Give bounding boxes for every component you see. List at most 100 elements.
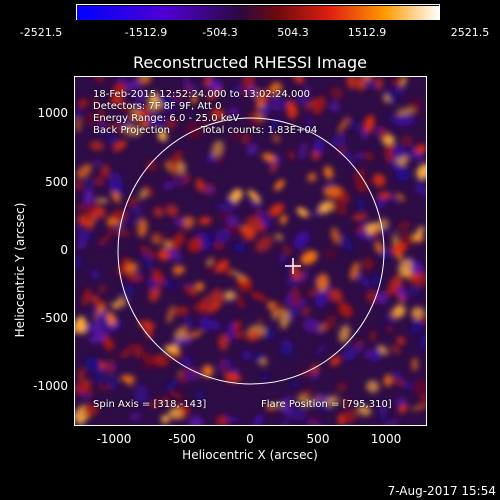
image-texture-blob [107,134,117,144]
image-texture-blob [376,197,385,210]
image-texture-blob [379,410,388,421]
image-texture-blob [153,207,164,218]
image-texture-blob [215,152,222,165]
x-tick-label: 500 [306,432,330,446]
image-texture-blob [414,184,426,196]
image-texture-blob [249,201,262,207]
image-texture-blob [391,345,401,355]
image-texture-blob [135,90,146,101]
image-texture-blob [173,166,179,182]
image-texture-blob [165,249,182,261]
image-texture-blob [313,138,325,154]
image-texture-blob [262,152,276,162]
image-texture-blob [180,337,192,346]
image-texture-blob [117,296,127,307]
image-texture-blob [126,216,142,225]
image-title: Reconstructed RHESSI Image [133,53,367,72]
image-texture-blob [206,254,219,274]
image-texture-blob [168,391,184,399]
image-texture-blob [389,193,396,206]
image-texture-blob [282,245,293,257]
image-texture-blob [169,278,177,290]
image-texture-blob [393,304,406,318]
image-texture-blob [97,107,105,125]
image-texture-blob [381,419,400,425]
image-texture-blob [128,197,139,207]
image-texture-blob [205,89,223,100]
image-texture-blob [291,292,302,307]
image-texture-blob [338,302,353,318]
image-texture-blob [85,356,102,374]
image-texture-blob [271,308,280,320]
image-texture-blob [293,77,305,84]
image-texture-blob [245,329,261,342]
image-texture-blob [266,403,285,408]
method-label: Back Projection [93,125,170,136]
image-texture-blob [338,116,350,133]
image-texture-blob [198,217,212,225]
image-texture-blob [279,214,288,225]
image-texture-blob [161,397,170,405]
image-texture-blob [166,305,176,324]
image-texture-blob [257,317,264,323]
image-texture-blob [242,79,251,87]
rhessi-image [75,77,426,425]
image-texture-blob [96,121,107,136]
image-texture-blob [229,107,238,116]
image-texture-blob [316,273,329,292]
y-tick-label: -1000 [33,379,68,393]
image-texture-blob [331,135,347,146]
image-texture-blob [313,96,326,115]
image-texture-blob [184,285,198,297]
image-texture-blob [411,357,419,372]
colorbar-tick: -1512.9 [124,26,168,39]
spin-axis-label: Spin Axis = [318,-143] [93,399,207,410]
image-texture-blob [173,233,185,245]
image-texture-blob [383,374,392,387]
image-texture-blob [259,105,272,117]
image-texture-blob [366,380,380,393]
image-texture-blob [137,218,148,238]
x-tick-label: -500 [168,432,196,446]
image-texture-blob [379,248,392,260]
image-texture-blob [112,220,126,233]
image-texture-blob [82,287,91,306]
x-axis-label: Heliocentric X (arcsec) [182,448,318,462]
image-texture-blob [75,181,84,190]
image-texture-blob [323,185,342,198]
image-texture-blob [189,416,203,425]
image-texture-blob [391,242,406,256]
image-texture-blob [246,143,258,156]
image-texture-blob [134,385,148,405]
image-texture-blob [127,343,145,349]
image-texture-blob [357,77,366,92]
image-texture-blob [165,204,179,217]
image-texture-blob [152,269,164,285]
image-texture-blob [307,172,317,183]
image-texture-blob [142,351,154,366]
image-texture-blob [111,301,121,309]
image-texture-blob [144,160,158,172]
image-texture-blob [75,411,84,425]
image-texture-blob [253,413,264,425]
image-texture-blob [315,290,328,308]
image-texture-blob [171,150,183,168]
image-texture-blob [362,257,374,271]
image-texture-blob [89,330,108,344]
image-texture-blob [166,118,177,130]
image-texture-blob [215,228,231,244]
image-texture-blob [75,107,82,119]
image-texture-blob [229,131,243,140]
image-texture-blob [255,93,269,110]
image-texture-blob [108,181,120,194]
image-texture-blob [419,332,426,352]
image-texture-blob [300,250,318,265]
image-texture-blob [76,163,92,179]
image-texture-blob [302,318,320,333]
image-texture-blob [94,177,104,186]
image-texture-blob [95,159,101,166]
image-texture-blob [224,290,235,300]
image-texture-blob [133,347,143,358]
image-texture-blob [172,265,185,275]
image-texture-blob [302,85,310,105]
